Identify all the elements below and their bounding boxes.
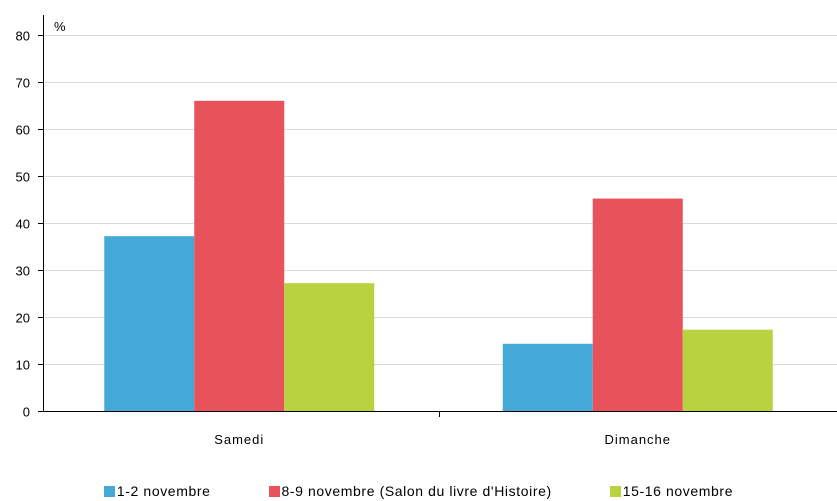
y-tick-label: 30 (16, 264, 30, 279)
x-category-label: Samedi (214, 432, 264, 447)
y-tick-label: 0 (23, 405, 30, 420)
y-tick-label: 50 (16, 170, 30, 185)
y-tick-label: 40 (16, 217, 30, 232)
y-tick-label: 80 (16, 29, 30, 44)
legend-label: 15-16 novembre (622, 483, 734, 499)
legend-label: 1-2 novembre (116, 483, 211, 499)
bar (502, 343, 593, 411)
bar (194, 100, 285, 412)
legend-swatch (103, 485, 115, 497)
bar (104, 236, 195, 411)
y-tick-label: 10 (16, 358, 30, 373)
legend: 1-2 novembre 8-9 novembre (Salon du livre… (0, 482, 837, 500)
legend-item: 1-2 novembre (103, 483, 211, 499)
bar (682, 329, 773, 411)
legend-swatch (609, 485, 621, 497)
y-tick-label: 20 (16, 311, 30, 326)
legend-item: 15-16 novembre (609, 483, 734, 499)
legend-item: 8-9 novembre (Salon du livre d'Histoire) (268, 483, 552, 499)
bar (592, 198, 683, 411)
y-unit-label: % (54, 19, 66, 34)
x-category-label: Dimanche (604, 432, 671, 447)
y-tick-label: 60 (16, 123, 30, 138)
legend-swatch (268, 485, 280, 497)
bar (284, 283, 375, 411)
y-tick-label: 70 (16, 76, 30, 91)
legend-label: 8-9 novembre (Salon du livre d'Histoire) (281, 483, 552, 499)
